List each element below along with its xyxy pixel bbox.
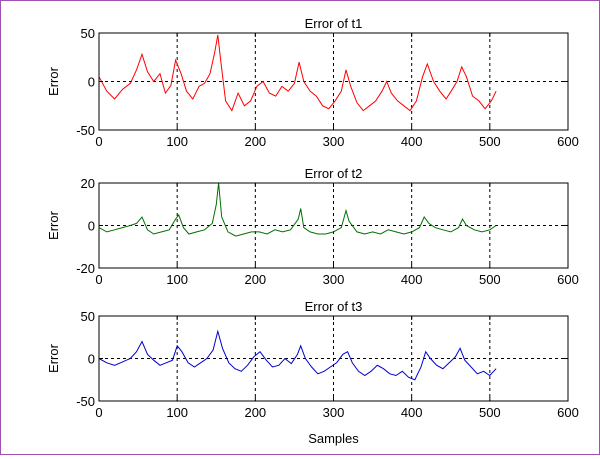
plot2-x-tick-label: 200 <box>244 272 266 287</box>
plot3-series-line <box>98 329 497 381</box>
plot3-x-tick-label: 400 <box>401 405 423 420</box>
plot1-y-tick-label: 0 <box>88 75 95 90</box>
plot3-y-tick-label: -50 <box>76 394 95 409</box>
plot3-x-tick-label: 0 <box>95 405 102 420</box>
plot2-x-tick-label: 500 <box>479 272 501 287</box>
plot1-series-line <box>98 34 497 112</box>
plot2-y-axis-label: Error <box>46 210 61 240</box>
plot1-x-tick-label: 500 <box>479 134 501 149</box>
plot2-y-tick-label: -20 <box>76 261 95 276</box>
plot2-series-line <box>98 182 497 237</box>
plot2-title: Error of t2 <box>305 166 363 181</box>
plot3-y-axis-label: Error <box>46 343 61 373</box>
plot2-x-tick-label: 300 <box>323 272 345 287</box>
plot3-x-tick-label: 300 <box>323 405 345 420</box>
plot1-x-tick-label: 400 <box>401 134 423 149</box>
plot2-y-tick-label: 0 <box>88 219 95 234</box>
plot1-x-tick-label: 200 <box>244 134 266 149</box>
plot2-x-tick-label: 400 <box>401 272 423 287</box>
plot3-x-tick-label: 600 <box>557 405 579 420</box>
plot1-title: Error of t1 <box>305 16 363 31</box>
plot3-x-tick-label: 100 <box>166 405 188 420</box>
plot1-y-axis-label: Error <box>46 66 61 96</box>
plot1-x-tick-label: 300 <box>323 134 345 149</box>
plot2-x-tick-label: 0 <box>95 272 102 287</box>
plot1-x-tick-label: 0 <box>95 134 102 149</box>
plot1-x-tick-label: 100 <box>166 134 188 149</box>
plot1-y-tick-label: -50 <box>76 123 95 138</box>
plot3-y-tick-label: 50 <box>81 309 95 324</box>
plot1-y-tick-label: 50 <box>81 26 95 41</box>
plot3-x-tick-label: 200 <box>244 405 266 420</box>
plot3-y-tick-label: 0 <box>88 352 95 367</box>
plot2-y-tick-label: 20 <box>81 176 95 191</box>
plot3-title: Error of t3 <box>305 299 363 314</box>
plot2-x-tick-label: 100 <box>166 272 188 287</box>
plot2-x-tick-label: 600 <box>557 272 579 287</box>
plot3-x-axis-label: Samples <box>308 431 359 446</box>
plot1-x-tick-label: 600 <box>557 134 579 149</box>
plot3-x-tick-label: 500 <box>479 405 501 420</box>
